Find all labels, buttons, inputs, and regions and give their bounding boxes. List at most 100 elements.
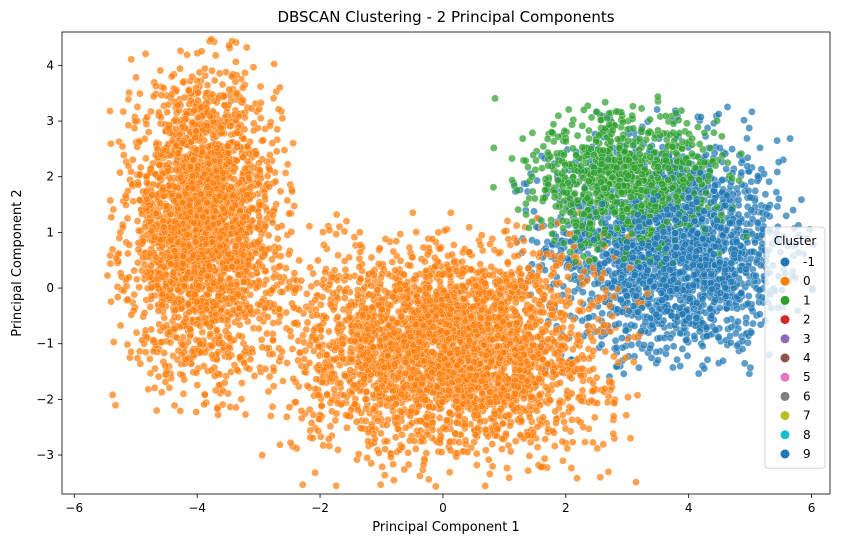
scatter-point xyxy=(188,72,196,81)
scatter-point xyxy=(728,145,736,153)
scatter-point xyxy=(154,307,163,315)
scatter-point xyxy=(174,149,183,158)
scatter-point xyxy=(159,323,168,332)
scatter-point xyxy=(185,201,194,210)
scatter-point xyxy=(172,142,181,150)
scatter-point xyxy=(211,207,220,216)
scatter-point xyxy=(130,266,139,275)
scatter-point xyxy=(381,445,389,454)
scatter-point xyxy=(235,178,244,187)
scatter-point xyxy=(147,261,156,270)
scatter-point xyxy=(697,113,705,121)
scatter-point xyxy=(149,347,158,356)
scatter-point xyxy=(682,336,690,345)
scatter-point xyxy=(164,124,173,133)
scatter-point xyxy=(782,211,791,220)
scatter-point xyxy=(533,238,541,247)
scatter-point xyxy=(256,82,265,91)
scatter-point xyxy=(198,328,207,336)
scatter-point xyxy=(103,271,112,280)
scatter-point xyxy=(186,207,195,216)
scatter-point xyxy=(229,191,237,200)
scatter-point xyxy=(578,316,587,325)
scatter-point xyxy=(173,101,182,110)
scatter-point xyxy=(183,230,191,239)
scatter-point xyxy=(245,223,253,232)
scatter-point xyxy=(234,235,243,243)
scatter-point xyxy=(380,471,389,480)
scatter-point xyxy=(192,297,201,306)
scatter-point xyxy=(192,145,201,154)
scatter-point xyxy=(653,105,661,114)
scatter-point xyxy=(245,149,253,158)
scatter-point xyxy=(285,209,293,218)
scatter-point xyxy=(249,63,258,72)
scatter-point xyxy=(112,254,121,263)
scatter-point xyxy=(276,187,285,196)
scatter-point xyxy=(166,252,174,261)
scatter-point xyxy=(734,195,743,204)
scatter-point xyxy=(265,151,274,159)
scatter-point xyxy=(129,197,138,206)
scatter-point xyxy=(265,182,274,191)
scatter-point xyxy=(764,204,773,212)
scatter-point xyxy=(797,195,806,204)
scatter-point xyxy=(774,158,783,166)
scatter-point xyxy=(118,142,127,151)
scatter-point xyxy=(170,197,179,205)
scatter-point xyxy=(136,163,145,172)
scatter-point xyxy=(197,348,205,357)
scatter-point xyxy=(225,334,234,343)
scatter-point xyxy=(179,260,188,268)
scatter-point xyxy=(155,161,164,169)
scatter-point xyxy=(412,228,421,236)
scatter-point xyxy=(579,288,587,297)
scatter-point xyxy=(231,57,240,66)
scatter-point xyxy=(145,355,154,363)
scatter-point xyxy=(172,125,181,133)
scatter-point xyxy=(152,209,161,218)
scatter-point xyxy=(772,188,781,197)
scatter-point xyxy=(199,213,207,221)
scatter-point xyxy=(191,290,199,298)
scatter-point xyxy=(209,279,218,288)
scatter-point xyxy=(647,354,656,362)
scatter-point xyxy=(141,50,150,58)
scatter-point xyxy=(252,223,261,232)
scatter-point xyxy=(235,112,243,121)
scatter-point xyxy=(232,156,241,165)
scatter-point xyxy=(275,244,283,252)
scatter-point xyxy=(119,107,128,116)
scatter-point xyxy=(235,320,244,329)
scatter-point xyxy=(147,107,155,116)
scatter-point xyxy=(121,191,130,200)
scatter-point xyxy=(255,212,264,221)
scatter-point xyxy=(775,195,783,203)
scatter-point xyxy=(773,168,782,176)
scatter-point xyxy=(602,250,611,258)
scatter-point xyxy=(189,156,198,164)
scatter-point xyxy=(163,108,172,117)
scatter-point xyxy=(648,320,657,329)
scatter-point xyxy=(177,350,186,359)
scatter-point xyxy=(694,369,703,378)
scatter-point xyxy=(145,249,154,258)
scatter-point xyxy=(196,321,204,330)
scatter-point xyxy=(127,55,136,64)
scatter-point xyxy=(154,372,163,381)
scatter-point xyxy=(148,191,156,199)
scatter-point xyxy=(290,202,299,210)
scatter-point xyxy=(241,69,249,77)
scatter-point xyxy=(167,72,176,81)
scatter-point xyxy=(157,91,166,99)
scatter-point xyxy=(743,162,752,170)
scatter-point xyxy=(258,262,267,271)
scatter-point xyxy=(133,217,142,225)
scatter-point xyxy=(135,137,144,146)
scatter-point xyxy=(165,182,174,190)
scatter-point xyxy=(192,408,201,416)
scatter-point xyxy=(205,262,214,270)
scatter-point xyxy=(150,384,159,392)
scatter-point xyxy=(152,406,161,415)
scatter-point xyxy=(166,285,175,294)
